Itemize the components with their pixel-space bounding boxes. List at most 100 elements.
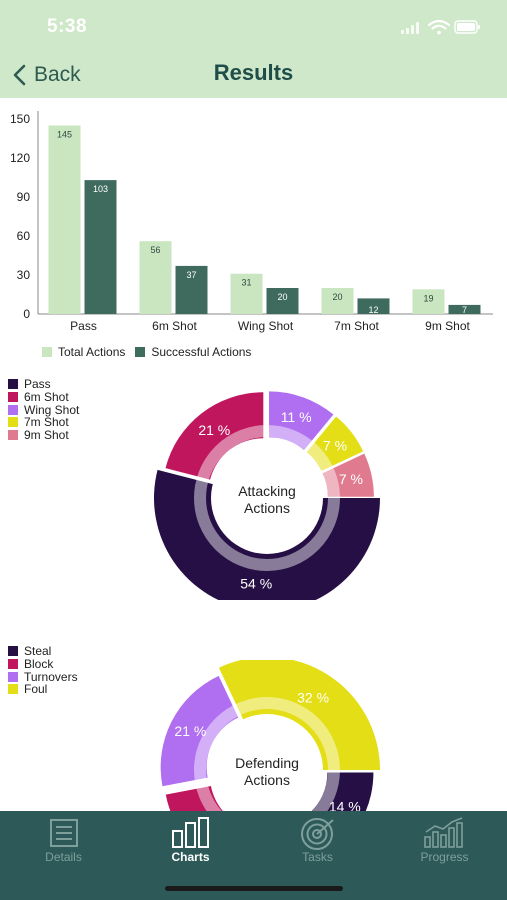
slice-value-label: 21 %: [198, 422, 230, 438]
bar: [48, 125, 81, 314]
donut-center-label: Actions: [244, 500, 290, 516]
slice-value-label: 21 %: [174, 723, 206, 739]
legend-item: Turnovers: [8, 669, 78, 684]
legend-item: 7m Shot: [8, 415, 79, 429]
donut-slice: [306, 416, 364, 471]
defending-legend: Steal Block Turnovers Foul: [8, 644, 78, 697]
tab-label: Charts: [171, 850, 210, 864]
wifi-dot: [437, 30, 441, 35]
bar-chart-icon: [172, 817, 209, 848]
legend-item: 9m Shot: [8, 428, 79, 443]
x-tick-label: Wing Shot: [238, 319, 294, 333]
back-button[interactable]: Back: [12, 60, 81, 90]
slice-value-label: 7 %: [323, 437, 347, 453]
navigation-bar: 5:38 Back Results: [0, 0, 507, 98]
tab-label: Tasks: [302, 850, 333, 864]
bar-data-label: 20: [332, 292, 342, 302]
legend-swatch: [8, 684, 18, 695]
y-tick-label: 150: [10, 112, 30, 126]
legend-label: 9m Shot: [24, 428, 69, 443]
list-icon: [50, 819, 78, 847]
bar: [321, 288, 354, 314]
legend-label: Foul: [24, 682, 48, 697]
attacking-legend: Pass 6m Shot Wing Shot 7m Shot 9m Shot: [8, 377, 80, 443]
x-tick-label: 9m Shot: [425, 319, 470, 333]
legend-swatch: [8, 392, 18, 403]
status-time: 5:38: [47, 16, 88, 37]
target-icon: [301, 818, 334, 850]
legend-item: 6m Shot: [8, 390, 79, 405]
legend-item: Pass: [8, 377, 79, 392]
bar: [175, 265, 208, 314]
donut-slice: [160, 675, 239, 787]
bar-data-label: 19: [423, 293, 433, 303]
bar-data-label: 12: [368, 305, 378, 315]
donut-slice: [165, 392, 264, 480]
legend-label: Pass: [24, 377, 51, 392]
x-tick-label: 6m Shot: [152, 319, 197, 333]
legend-swatch: [8, 671, 18, 682]
home-indicator: [165, 886, 343, 891]
x-tick-label: Pass: [70, 319, 97, 333]
bar: [266, 288, 299, 314]
legend-label: Steal: [24, 644, 52, 659]
y-tick-label: 0: [23, 307, 30, 321]
bar: [84, 180, 117, 314]
tab-tasks[interactable]: Tasks: [254, 811, 381, 881]
bar: [357, 298, 390, 314]
legend-item: Steal: [8, 644, 78, 659]
tab-bar: Details Charts Tasks Progress: [0, 811, 507, 900]
donut-hole: [211, 442, 323, 554]
wifi-icon: [427, 19, 451, 30]
signal-icon: [401, 22, 419, 34]
legend-swatch-total: [42, 347, 52, 357]
legend-swatch-successful: [135, 347, 146, 357]
bar: [230, 273, 263, 314]
donut-slice: [154, 469, 380, 600]
donut-inner-ring: [194, 425, 340, 571]
legend-swatch: [8, 646, 18, 657]
bar-data-label: 31: [241, 278, 251, 288]
back-label: Back: [34, 63, 81, 86]
donut-slice: [269, 391, 334, 450]
legend-label: Block: [24, 657, 54, 672]
donut-center-label: Actions: [244, 772, 290, 788]
y-tick-label: 30: [17, 268, 31, 282]
donut-center-label: Attacking: [238, 483, 296, 499]
donut-slice: [311, 772, 374, 811]
tab-charts[interactable]: Charts: [127, 811, 254, 881]
bar: [139, 241, 172, 314]
legend-swatch: [8, 379, 18, 390]
legend-swatch: [8, 404, 18, 415]
bar-data-label: 37: [186, 270, 196, 280]
bar-data-label: 7: [462, 305, 467, 315]
legend-item: Wing Shot: [8, 402, 80, 417]
bar-data-label: 56: [150, 245, 160, 255]
chevron-left-icon: [13, 64, 26, 86]
y-tick-label: 120: [10, 151, 30, 165]
legend-label: Wing Shot: [24, 402, 80, 417]
donut-center-label: Defending: [235, 755, 299, 771]
slice-value-label: 7 %: [339, 471, 363, 487]
donut-hole: [211, 714, 323, 811]
legend-label: Turnovers: [24, 669, 78, 684]
tab-progress[interactable]: Progress: [381, 811, 507, 881]
donut-inner-ring: [194, 697, 340, 811]
legend-item: Block: [8, 657, 78, 672]
bar-legend: Total Actions Successful Actions: [42, 345, 251, 359]
tab-label: Progress: [420, 850, 469, 864]
slice-value-label: 54 %: [240, 575, 272, 591]
legend-swatch: [8, 659, 18, 670]
bar: [412, 289, 445, 314]
donut-slice: [218, 660, 380, 770]
legend-item: Foul: [8, 682, 78, 697]
tab-label: Details: [45, 850, 82, 864]
slice-value-label: 14 %: [329, 799, 361, 811]
tab-details[interactable]: Details: [0, 811, 127, 881]
legend-label-successful: Successful Actions: [151, 345, 252, 359]
slice-value-label: 11 %: [281, 409, 312, 425]
slice-value-label: 32 %: [297, 689, 329, 705]
legend-label-total: Total Actions: [58, 345, 126, 359]
legend-label: 6m Shot: [24, 390, 69, 405]
